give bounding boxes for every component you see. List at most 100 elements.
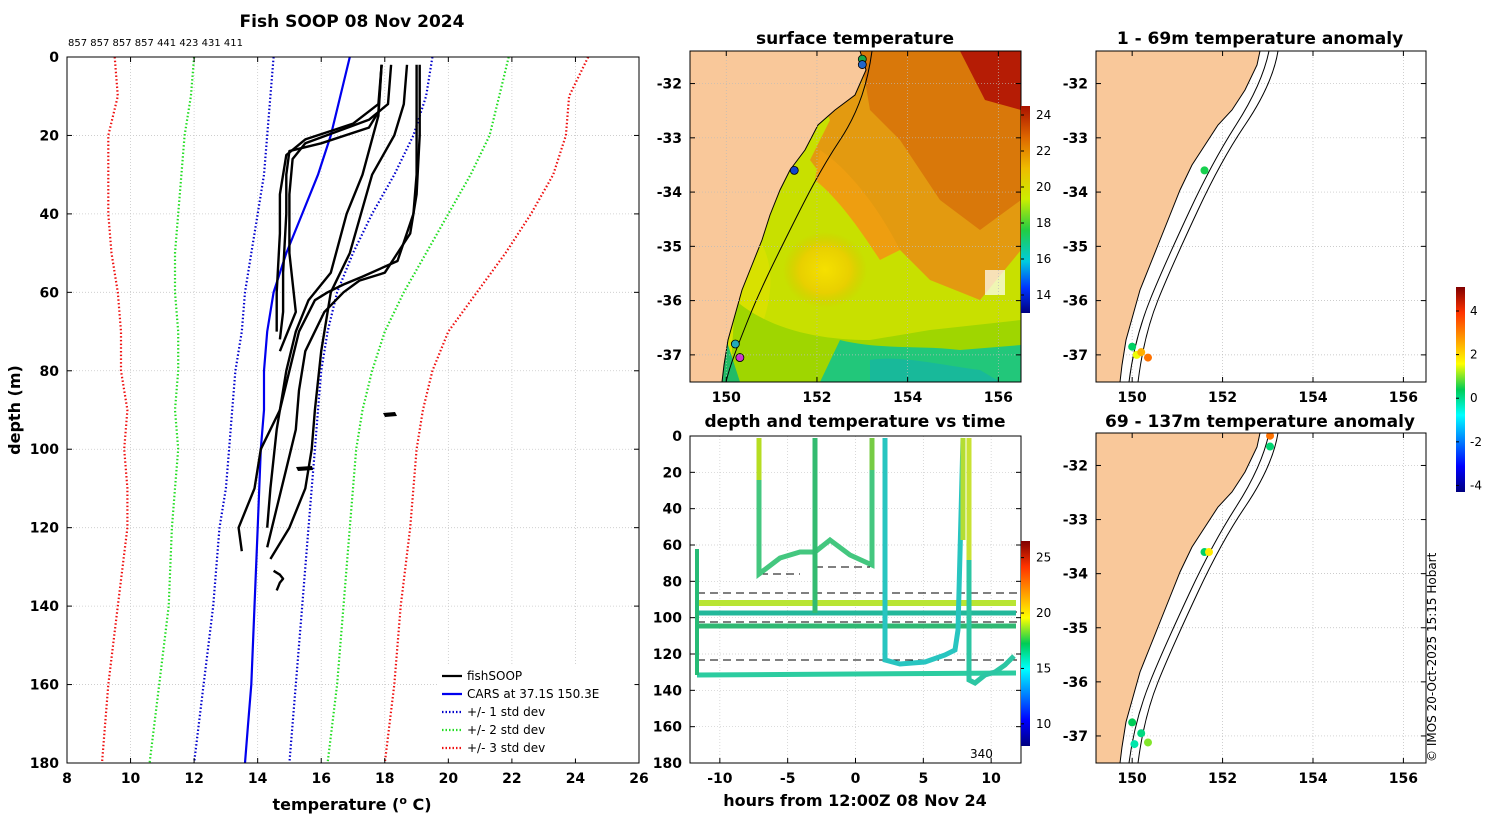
x-tick-label: 156: [1389, 390, 1418, 406]
fishsoop-cast-line: [266, 64, 421, 548]
y-tick-label: 20: [663, 465, 683, 481]
anomaly-shallow-frame: [1095, 50, 1427, 383]
station-marker: [735, 353, 745, 362]
x-tick-label: 12: [184, 771, 203, 787]
y-tick-label: 60: [40, 285, 60, 301]
legend-entry: +/- 3 std dev: [467, 741, 545, 755]
anomaly-deep-points: [1128, 433, 1275, 749]
x-tick-label: 22: [502, 771, 521, 787]
anomaly-point: [1143, 738, 1152, 747]
profile-cast-ids: 857 857 857 857 441 423 431 411: [68, 38, 243, 49]
y-tick-label: -35: [1063, 621, 1088, 637]
y-tick-label: 160: [30, 678, 59, 694]
y-tick-label: -33: [1063, 513, 1088, 529]
profile-ticks: 8 10 12 14 16 18 20 22 24 26 0 20 40 60 80 100 120 140 160…: [30, 50, 649, 787]
x-tick-label: 156: [1389, 771, 1418, 787]
anomaly-shallow-panel: 1 - 69m temperature anomaly 150 152 154 156…: [1063, 29, 1427, 406]
sst-colorbar-ticks: 14 16 18 20 22 24: [1021, 108, 1051, 302]
y-tick-label: 40: [663, 502, 683, 518]
legend-entry: +/- 1 std dev: [467, 705, 545, 719]
anomaly-shallow-points: [1128, 166, 1209, 362]
sst-ticks: 150 152 154 156 -32 -33 -34 -35 -36 -37: [657, 51, 1021, 406]
sst-field: [690, 51, 1021, 382]
y-tick-label: 140: [30, 599, 59, 615]
y-tick-label: 20: [40, 128, 60, 144]
x-tick-label: 154: [893, 390, 922, 406]
colorbar-tick-label: -4: [1470, 478, 1482, 492]
profile-axes-frame: [66, 56, 640, 764]
x-tick-label: 154: [1298, 390, 1327, 406]
anomaly-point: [1143, 353, 1152, 362]
timeseries-panel: depth and temperature vs time: [653, 412, 1052, 810]
colorbar-tick-label: 22: [1036, 144, 1051, 158]
colorbar-tick-label: 15: [1036, 661, 1051, 675]
sst-stations: [730, 54, 867, 362]
colorbar-tick-label: 20: [1036, 606, 1051, 620]
x-tick-label: -10: [707, 771, 733, 787]
colorbar-tick-label: 20: [1036, 180, 1051, 194]
anomaly-deep-ticks: 150 152 154 156 -32 -33 -34 -35 -36 -37: [1063, 433, 1426, 787]
y-tick-label: -33: [1063, 131, 1088, 147]
legend-entry: CARS at 37.1S 150.3E: [467, 687, 599, 701]
x-tick-label: 152: [802, 390, 831, 406]
anomaly-deep-frame: [1095, 432, 1427, 764]
colorbar-tick-label: 2: [1470, 348, 1478, 362]
y-tick-label: 180: [30, 756, 59, 772]
std-dev-line: [193, 56, 275, 764]
fishsoop-cast-line: [269, 64, 409, 560]
y-tick-label: -37: [657, 348, 682, 364]
y-tick-label: -37: [1063, 729, 1088, 745]
y-tick-label: 120: [653, 647, 682, 663]
y-tick-label: -34: [1063, 185, 1089, 201]
y-tick-label: -34: [1063, 567, 1089, 583]
x-tick-label: 8: [62, 771, 72, 787]
x-tick-label: 0: [851, 771, 861, 787]
sst-colorbar: [1021, 106, 1030, 313]
timeseries-colorbar: [1021, 541, 1030, 746]
std-dev-line: [100, 56, 129, 764]
station-marker: [857, 60, 867, 69]
anomaly-point: [1128, 342, 1137, 351]
y-tick-label: -33: [657, 131, 682, 147]
x-tick-label: 20: [439, 771, 459, 787]
fishsoop-cast-line: [272, 569, 285, 591]
sst-grid: [690, 51, 1021, 382]
anomaly-colorbar-ticks: -4 -2 0 2 4: [1456, 304, 1482, 492]
x-tick-label: 16: [311, 771, 330, 787]
y-tick-label: -34: [657, 185, 683, 201]
x-tick-label: 150: [1118, 390, 1147, 406]
fishsoop-blob: [296, 466, 313, 471]
fishsoop-cast-line: [278, 64, 383, 340]
colorbar-tick-label: 16: [1036, 252, 1051, 266]
profile-grid: [66, 56, 640, 764]
y-tick-label: 80: [40, 364, 60, 380]
profile-xlabel: temperature (o C): [272, 794, 431, 814]
x-tick-label: 10: [121, 771, 141, 787]
profile-panel: Fish SOOP 08 Nov 2024 857 857 857 857 44…: [5, 12, 649, 814]
colorbar-tick-label: 25: [1036, 551, 1051, 565]
anomaly-point: [1137, 729, 1146, 738]
y-tick-label: -32: [1063, 458, 1088, 474]
anomaly-point: [1266, 433, 1275, 440]
x-tick-label: 150: [712, 390, 741, 406]
timeseries-annotation: 340: [970, 747, 993, 761]
x-tick-label: 152: [1208, 771, 1237, 787]
y-tick-label: -36: [657, 294, 682, 310]
y-tick-label: 60: [663, 538, 683, 554]
anomaly-point: [1205, 548, 1214, 557]
y-tick-label: -36: [1063, 675, 1088, 691]
sst-title: surface temperature: [756, 29, 954, 49]
timeseries-grid: [690, 436, 1021, 763]
anomaly-deep-panel: 69 - 137m temperature anomaly 150 152 154 1…: [1063, 287, 1482, 787]
y-tick-label: -32: [1063, 77, 1088, 93]
colorbar-tick-label: 18: [1036, 216, 1051, 230]
y-tick-label: 180: [653, 756, 682, 772]
y-tick-label: 160: [653, 720, 682, 736]
y-tick-label: -35: [1063, 239, 1088, 255]
colorbar-tick-label: 24: [1036, 108, 1051, 122]
x-tick-label: -5: [780, 771, 796, 787]
y-tick-label: 0: [49, 50, 59, 66]
x-tick-label: 10: [981, 771, 1001, 787]
